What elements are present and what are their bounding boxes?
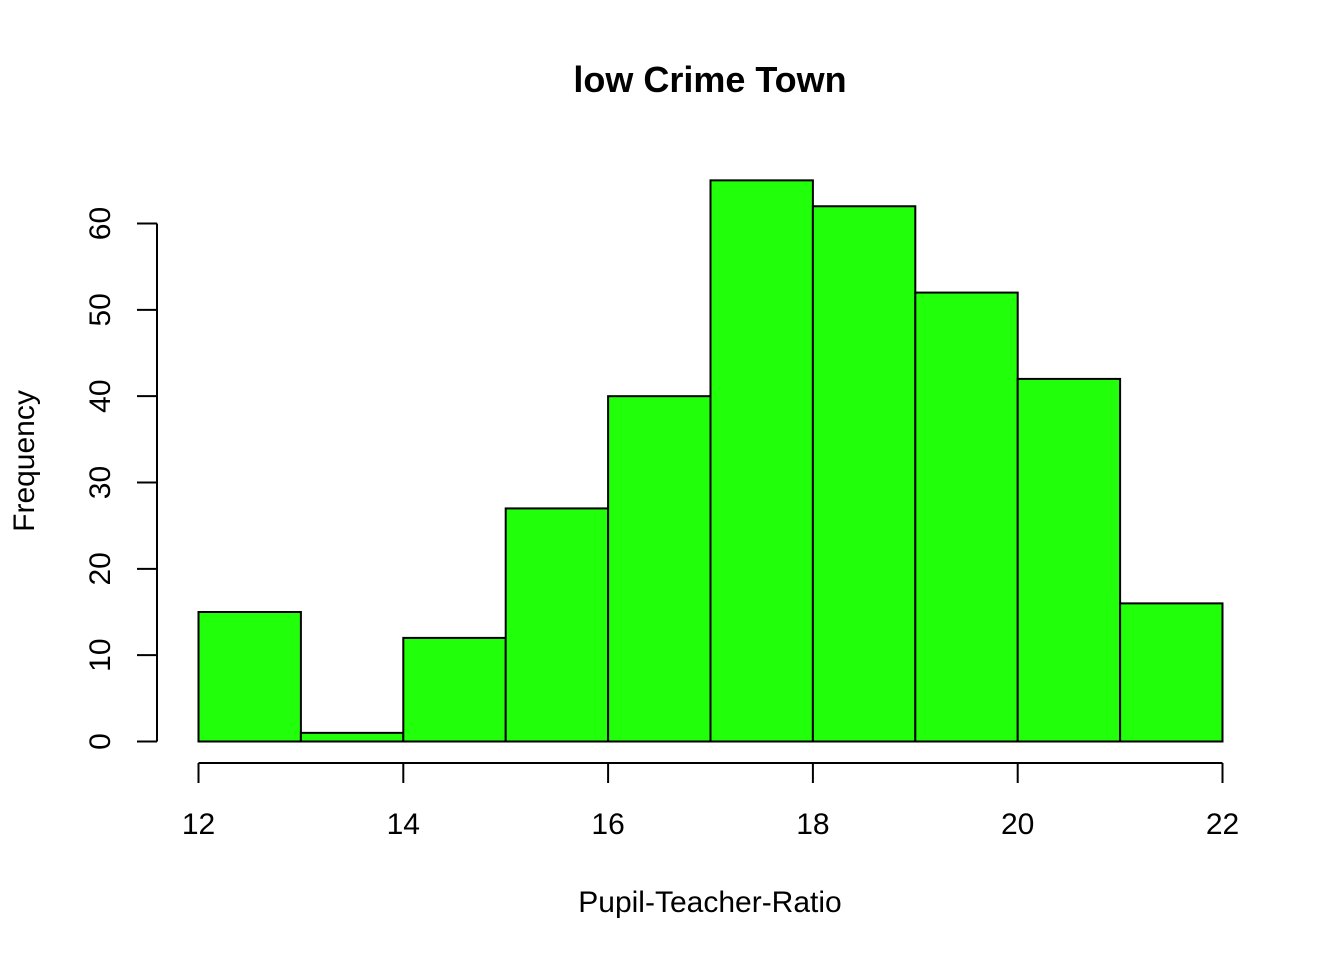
x-tick-label: 18 (796, 808, 829, 841)
histogram-bar (1016, 377, 1122, 743)
y-axis: 0 10 20 30 40 50 60 (84, 207, 158, 750)
x-tick-label: 14 (387, 808, 420, 841)
histogram-bar (402, 636, 507, 743)
y-tick-label: 20 (84, 552, 117, 585)
y-tick-label: 40 (84, 379, 117, 412)
y-tick-label: 30 (84, 466, 117, 499)
histogram-bar (709, 179, 814, 743)
x-axis: 12 14 16 18 20 22 (182, 762, 1239, 841)
histogram-bar (1119, 602, 1224, 743)
histogram-bar (504, 507, 610, 743)
x-axis-label: Pupil-Teacher-Ratio (578, 886, 841, 919)
y-tick-label: 60 (84, 207, 117, 240)
histogram-bar (299, 731, 405, 743)
histogram-bar (607, 395, 712, 743)
y-axis-label: Frequency (8, 390, 41, 532)
chart-title: low Crime Town (573, 59, 846, 100)
y-tick-label: 0 (84, 733, 117, 750)
histogram-bar (914, 291, 1019, 743)
y-tick-label: 10 (84, 638, 117, 671)
x-tick-label: 20 (1001, 808, 1034, 841)
bars-group (197, 179, 1224, 743)
histogram-bar (811, 205, 917, 743)
x-tick-label: 22 (1206, 808, 1239, 841)
histogram-bar (197, 611, 302, 743)
x-tick-label: 12 (182, 808, 215, 841)
x-tick-label: 16 (591, 808, 624, 841)
y-tick-label: 50 (84, 293, 117, 326)
